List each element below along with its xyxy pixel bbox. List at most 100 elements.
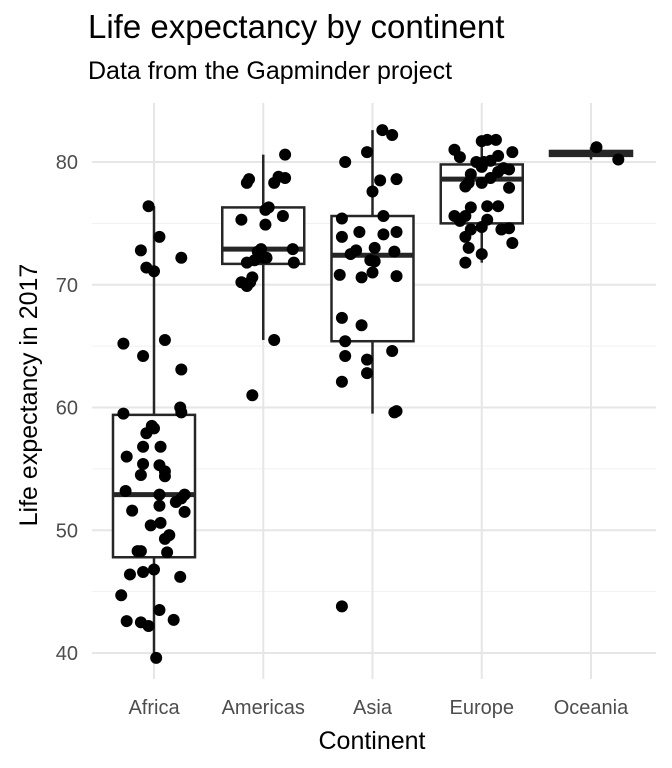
data-point [142,619,155,632]
data-point [464,223,477,236]
data-point [123,568,136,581]
data-point [279,171,292,184]
y-axis-title: Life expectancy in 2017 [15,264,43,527]
data-point [120,450,133,463]
data-point [148,265,160,278]
data-point [259,218,272,231]
box-oceania [548,147,634,160]
data-point [333,268,346,281]
data-point [153,499,166,512]
data-point [492,149,505,162]
data-point [464,201,477,214]
data-point [137,565,150,578]
data-point [390,173,403,186]
data-point [506,146,519,159]
data-point [153,230,166,243]
data-point [390,405,403,418]
data-point [368,241,381,254]
data-point [335,311,348,324]
x-tick-label: Africa [128,697,180,719]
data-point [353,225,366,238]
x-tick-label: Americas [222,697,305,719]
x-tick-label: Asia [353,697,393,719]
data-point [262,201,275,214]
data-point [246,271,259,284]
data-point [174,570,187,583]
data-point [366,266,379,279]
data-point [153,488,166,501]
data-point [489,133,502,146]
data-point [335,230,348,243]
data-point [145,419,158,432]
data-point [481,133,494,146]
data-point [154,516,167,529]
data-point [475,248,488,261]
data-point [361,353,374,366]
data-point [503,222,516,235]
data-point [142,200,155,213]
data-point [134,545,147,558]
data-point [339,156,352,168]
data-point [120,615,133,628]
data-point [390,225,403,238]
data-point [134,244,147,257]
x-tick-label: Oceania [554,697,629,719]
data-point [448,210,461,223]
data-point [153,604,166,617]
data-point [115,589,128,602]
data-point [246,389,259,402]
data-point [388,245,401,258]
data-point [368,255,381,268]
data-point [158,333,171,346]
data-point [174,401,187,414]
data-point [355,271,368,284]
data-point [481,200,494,213]
data-point [612,153,625,166]
data-point [459,256,472,269]
box-africa [111,206,197,658]
data-point [590,141,603,154]
y-tick-label: 50 [56,520,78,542]
data-point [150,651,163,664]
data-point [260,251,273,264]
data-point [154,440,167,453]
y-tick-label: 60 [56,398,78,420]
data-point [335,212,348,225]
data-point [448,143,461,156]
x-axis-title: Continent [318,727,425,755]
data-point [117,337,130,350]
data-point [355,319,368,332]
data-point [287,256,300,269]
data-point [286,243,299,256]
data-point [268,333,281,346]
x-tick-label: Europe [450,697,515,719]
data-point [276,210,289,223]
data-point [377,228,390,241]
data-point [137,349,150,362]
data-point [335,375,348,388]
data-point [134,469,147,482]
data-point [361,367,374,380]
data-point [335,600,348,613]
data-point [178,488,191,501]
data-point [119,484,132,497]
data-point [492,200,505,213]
data-point [117,407,130,420]
data-point [243,173,256,186]
data-point [462,241,475,254]
y-tick-label: 70 [56,275,78,297]
data-point [339,349,352,362]
data-point [376,124,389,137]
data-point [386,128,399,141]
data-point [339,335,352,348]
data-point [175,363,188,376]
data-point [255,243,268,256]
data-point [464,168,477,181]
data-point [153,459,166,472]
data-point [163,529,176,542]
x-axis-ticks: Africa Americas Asia Europe Oceania [128,697,629,719]
data-point [503,163,516,176]
data-point [126,504,139,517]
data-point [459,210,472,223]
